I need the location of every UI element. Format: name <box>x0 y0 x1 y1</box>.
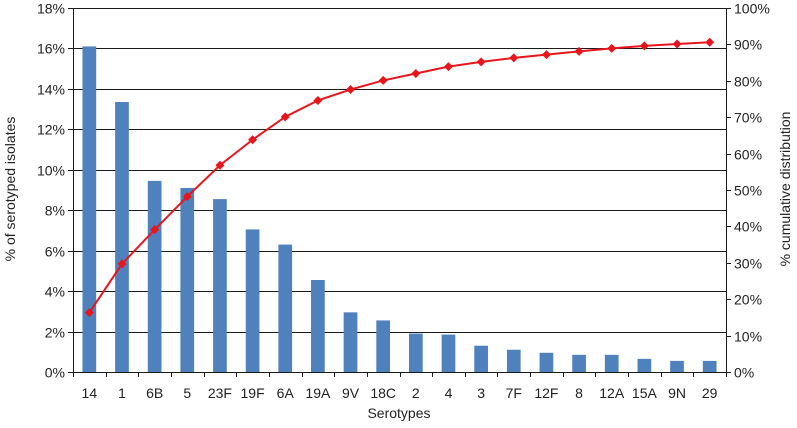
line-point <box>313 95 323 105</box>
line-point <box>378 75 388 85</box>
y2-tick-label: 0% <box>734 365 754 381</box>
y2-tick-label: 20% <box>734 292 762 308</box>
x-tick-label: 3 <box>477 385 485 401</box>
line-point <box>443 62 453 72</box>
x-tick-label: 1 <box>118 385 126 401</box>
bar <box>702 360 717 372</box>
line-point <box>346 85 356 95</box>
line-point <box>280 112 290 122</box>
y-tick-label: 8% <box>45 203 65 219</box>
line-point <box>182 192 192 202</box>
x-tick-label: 8 <box>575 385 583 401</box>
bar-series <box>82 46 717 373</box>
x-tick-label: 9N <box>668 385 686 401</box>
bar <box>82 46 97 373</box>
x-tick-label: 6B <box>146 385 163 401</box>
x-tick-label: 19F <box>241 385 265 401</box>
bar <box>213 199 227 372</box>
cumulative-line-series <box>84 37 715 318</box>
line-point <box>509 53 519 63</box>
y-tick-label: 2% <box>45 325 65 341</box>
x-tick-label: 9V <box>342 385 360 401</box>
bar <box>147 180 162 372</box>
x-tick-label: 4 <box>445 385 453 401</box>
tick-labels: 0% 2% 4% 6% 8% 10% 12% 14% 16% 18% 0% 10% 20% 30% 40% 5… <box>37 1 770 402</box>
y2-tick-label: 60% <box>734 147 762 163</box>
y2-tick-label: 90% <box>734 37 762 53</box>
bar <box>572 354 586 372</box>
bar <box>115 102 129 372</box>
line-point <box>476 57 486 67</box>
y-tick-label: 18% <box>37 1 65 17</box>
x-tick-label: 2 <box>412 385 420 401</box>
bar <box>245 229 260 372</box>
line-point <box>639 41 649 51</box>
x-tick-label: 19A <box>305 385 331 401</box>
x-tick-label: 7F <box>506 385 522 401</box>
cumulative-line <box>88 41 710 314</box>
line-point <box>84 308 94 318</box>
line-point <box>574 46 584 56</box>
y-tick-label: 6% <box>45 244 65 260</box>
bar <box>474 345 488 372</box>
bar <box>311 279 325 372</box>
bar <box>604 354 619 372</box>
y2-tick-label: 70% <box>734 110 762 126</box>
y2-tick-label: 100% <box>734 1 770 17</box>
y-axis-title: % of serotyped isolates <box>2 117 18 262</box>
y-tick-label: 16% <box>37 41 65 57</box>
bar <box>180 187 195 372</box>
x-tick-label: 18C <box>370 385 396 401</box>
line-point <box>541 50 551 60</box>
x-tick-label: 15A <box>632 385 658 401</box>
y-tick-label: 12% <box>37 122 65 138</box>
gridlines <box>73 8 726 333</box>
line-point <box>215 160 225 170</box>
y2-axis-title: % cumulative distribution <box>777 112 793 267</box>
bar <box>343 312 358 372</box>
x-tick-label: 5 <box>183 385 191 401</box>
bar <box>408 333 423 372</box>
line-point <box>411 69 421 79</box>
x-axis-title: Serotypes <box>367 405 430 421</box>
y2-tick-label: 30% <box>734 256 762 272</box>
bar <box>637 358 652 372</box>
x-tick-label: 29 <box>702 385 718 401</box>
y2-tick-label: 40% <box>734 219 762 235</box>
y2-tick-label: 80% <box>734 74 762 90</box>
y-tick-label: 4% <box>45 284 65 300</box>
y2-tick-label: 50% <box>734 183 762 199</box>
bar <box>670 360 684 372</box>
bar <box>278 244 293 372</box>
line-point <box>117 259 127 269</box>
x-tick-label: 6A <box>277 385 295 401</box>
x-tick-label: 14 <box>82 385 98 401</box>
line-point <box>248 135 258 145</box>
x-tick-label: 12A <box>599 385 625 401</box>
bar <box>539 352 554 372</box>
y-tick-label: 0% <box>45 365 65 381</box>
y2-tick-label: 10% <box>734 329 762 345</box>
y-tick-label: 10% <box>37 163 65 179</box>
x-tick-label: 23F <box>208 385 232 401</box>
bar <box>441 334 456 372</box>
bar <box>506 349 521 372</box>
line-point <box>672 39 682 49</box>
line-point <box>705 37 715 47</box>
x-tick-label: 12F <box>534 385 558 401</box>
bar <box>376 320 391 372</box>
line-point <box>607 43 617 53</box>
line-point <box>150 225 160 235</box>
y-tick-label: 14% <box>37 82 65 98</box>
axes <box>68 8 731 377</box>
